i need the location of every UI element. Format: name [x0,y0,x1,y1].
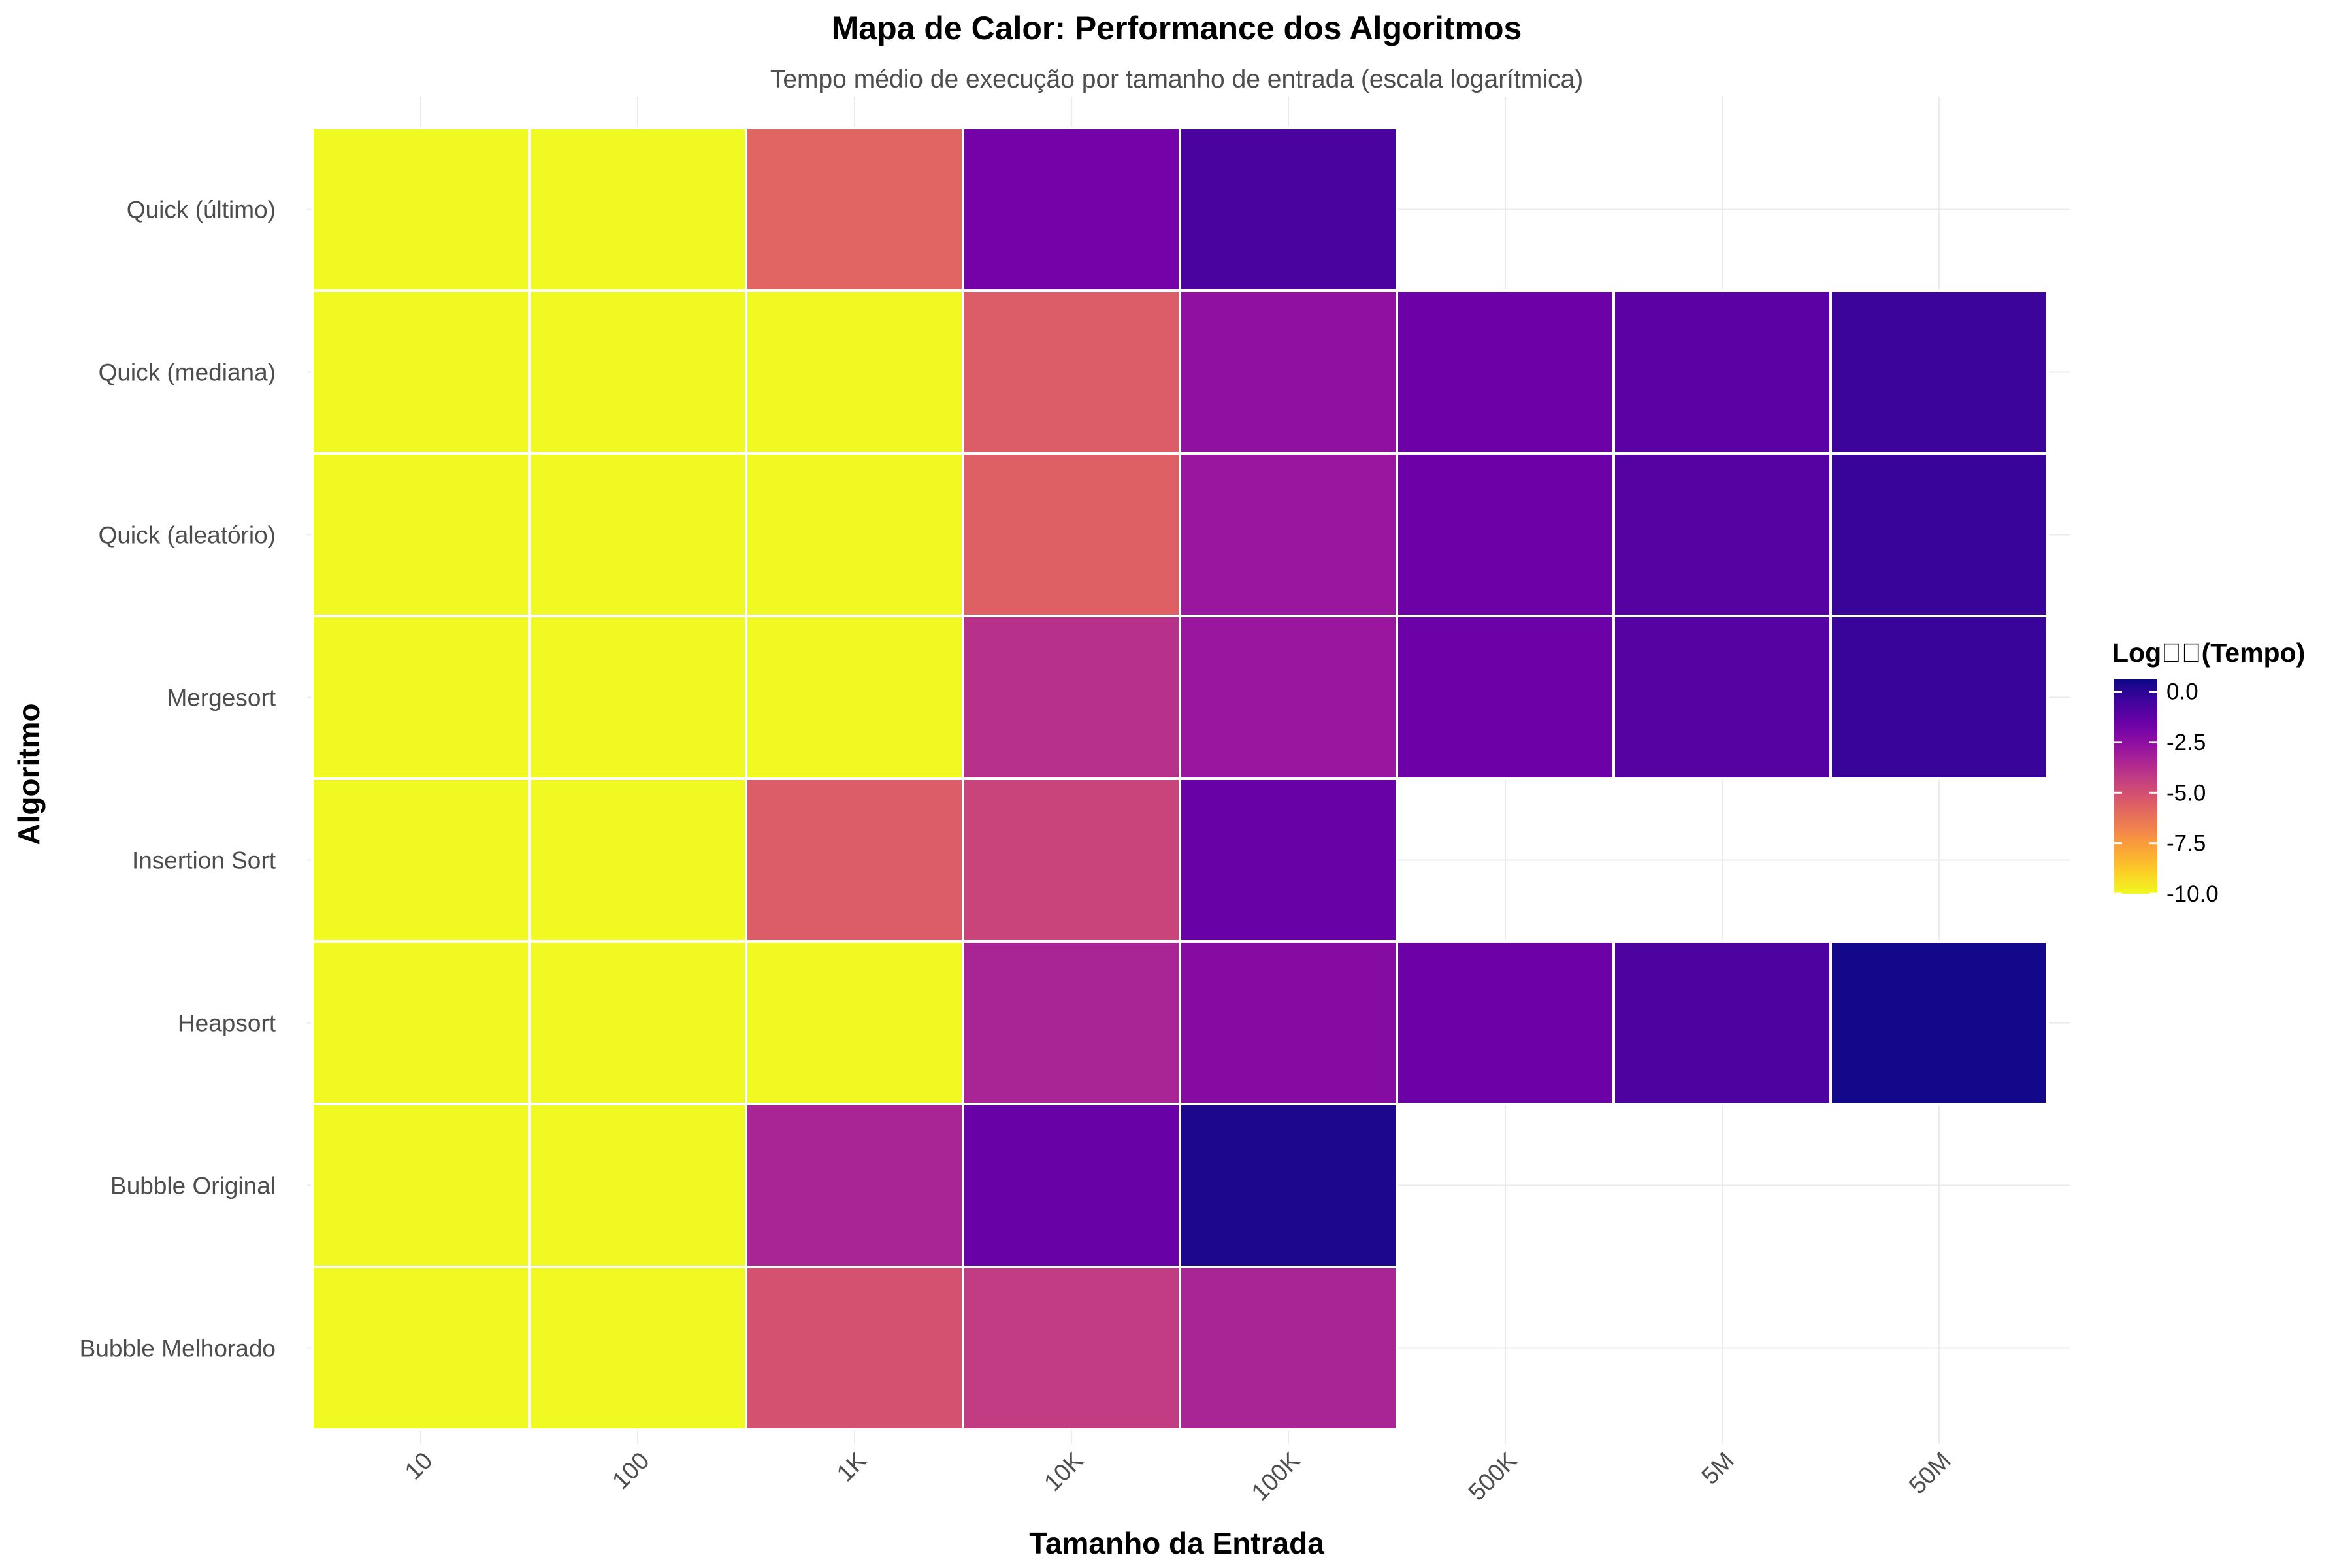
heatmap-cell [311,615,531,780]
heatmap-cell [1612,615,1832,780]
heatmap-cell [1612,289,1832,455]
heatmap-cell [962,452,1181,617]
heatmap-cell [311,777,531,943]
legend-ticks: 0.0 -2.5 -5.0 -7.5 -10.0 [2114,679,2219,907]
legend-tick-label: -7.5 [2166,831,2206,857]
heatmap-cell [528,1266,747,1431]
y-tick-label: Bubble Melhorado [80,1335,276,1362]
heatmap-cell [311,127,531,292]
heatmap-cell [1396,615,1615,780]
heatmap-cell [962,289,1181,455]
heatmap-cell [528,289,747,455]
y-tick-label: Heapsort [178,1010,276,1037]
heatmap-cell [1396,289,1615,455]
heatmap-cell [528,940,747,1105]
heatmap-cell [745,615,964,780]
heatmap-cell [311,1266,531,1431]
heatmap-cell [1179,127,1398,292]
legend-tick-label: -5.0 [2166,780,2206,806]
heatmap-cell [311,1103,531,1268]
heatmap-cell [962,127,1181,292]
y-axis-title: Algoritmo [12,703,46,845]
x-tick-label: 100 [607,1447,655,1495]
heatmap-cell [1612,452,1832,617]
heatmap-cell [1179,615,1398,780]
legend-tick-label: -2.5 [2166,730,2206,755]
heatmap-cell [962,1103,1181,1268]
heatmap-cell [1179,289,1398,455]
legend-tick-label: 0.0 [2166,679,2198,705]
heatmap-cell [1829,940,2049,1105]
y-tick-label: Mergesort [167,685,276,711]
chart-title: Mapa de Calor: Performance dos Algoritmo… [832,10,1522,46]
heatmap-cell [1829,615,2049,780]
heatmap-cell [1612,940,1832,1105]
chart-subtitle: Tempo médio de execução por tamanho de e… [770,65,1583,93]
heatmap-cell [528,1103,747,1268]
heatmap-cell [311,940,531,1105]
heatmap-cell [745,1103,964,1268]
y-tick-label: Quick (mediana) [99,359,276,386]
heatmap-cells [311,127,2049,1431]
heatmap-cell [528,127,747,292]
heatmap-cell [1179,1266,1398,1431]
heatmap-cell [745,1266,964,1431]
heatmap-cell [745,289,964,455]
heatmap-cell [1179,940,1398,1105]
heatmap-cell [962,1266,1181,1431]
heatmap-cell [1179,777,1398,943]
heatmap-cell [745,777,964,943]
x-tick-label: 10 [400,1447,438,1485]
heatmap-cell [962,777,1181,943]
heatmap-cell [528,777,747,943]
x-tick-label: 10K [1039,1446,1088,1496]
heatmap-cell [1179,1103,1398,1268]
x-tick-label: 50M [1904,1447,1956,1499]
heatmap-cell [311,452,531,617]
color-legend: Log  (Tempo) 0.0 -2.5 -5.0 -7.5 -10.0 [2112,638,2305,907]
heatmap-cell [528,615,747,780]
heatmap-cell [745,940,964,1105]
y-tick-label: Insertion Sort [132,847,276,874]
heatmap-cell [962,940,1181,1105]
legend-color-bar [2114,679,2157,894]
x-tick-label: 1K [832,1446,872,1486]
heatmap-cell [528,452,747,617]
y-tick-label: Quick (aleatório) [99,522,276,549]
heatmap-cell [1829,452,2049,617]
heatmap-cell [962,615,1181,780]
x-tick-label: 5M [1696,1447,1739,1490]
heatmap-cell [1396,940,1615,1105]
x-axis-title: Tamanho da Entrada [1029,1526,1324,1560]
heatmap-cell [311,289,531,455]
x-tick-label: 500K [1463,1446,1522,1505]
y-axis-ticks: Quick (último) Quick (mediana) Quick (alea… [80,197,276,1362]
heatmap-cell [1179,452,1398,617]
legend-title: Log  (Tempo) [2112,638,2305,668]
legend-tick-label: -10.0 [2166,881,2219,907]
y-tick-label: Bubble Original [110,1173,276,1200]
x-tick-label: 100K [1247,1446,1305,1505]
heatmap-cell [1829,289,2049,455]
heatmap-cell [1396,452,1615,617]
y-tick-label: Quick (último) [127,197,276,223]
x-axis-ticks: 10 100 1K 10K 100K 500K 5M 50M [400,1446,1956,1505]
heatmap-cell [745,127,964,292]
heatmap-cell [745,452,964,617]
